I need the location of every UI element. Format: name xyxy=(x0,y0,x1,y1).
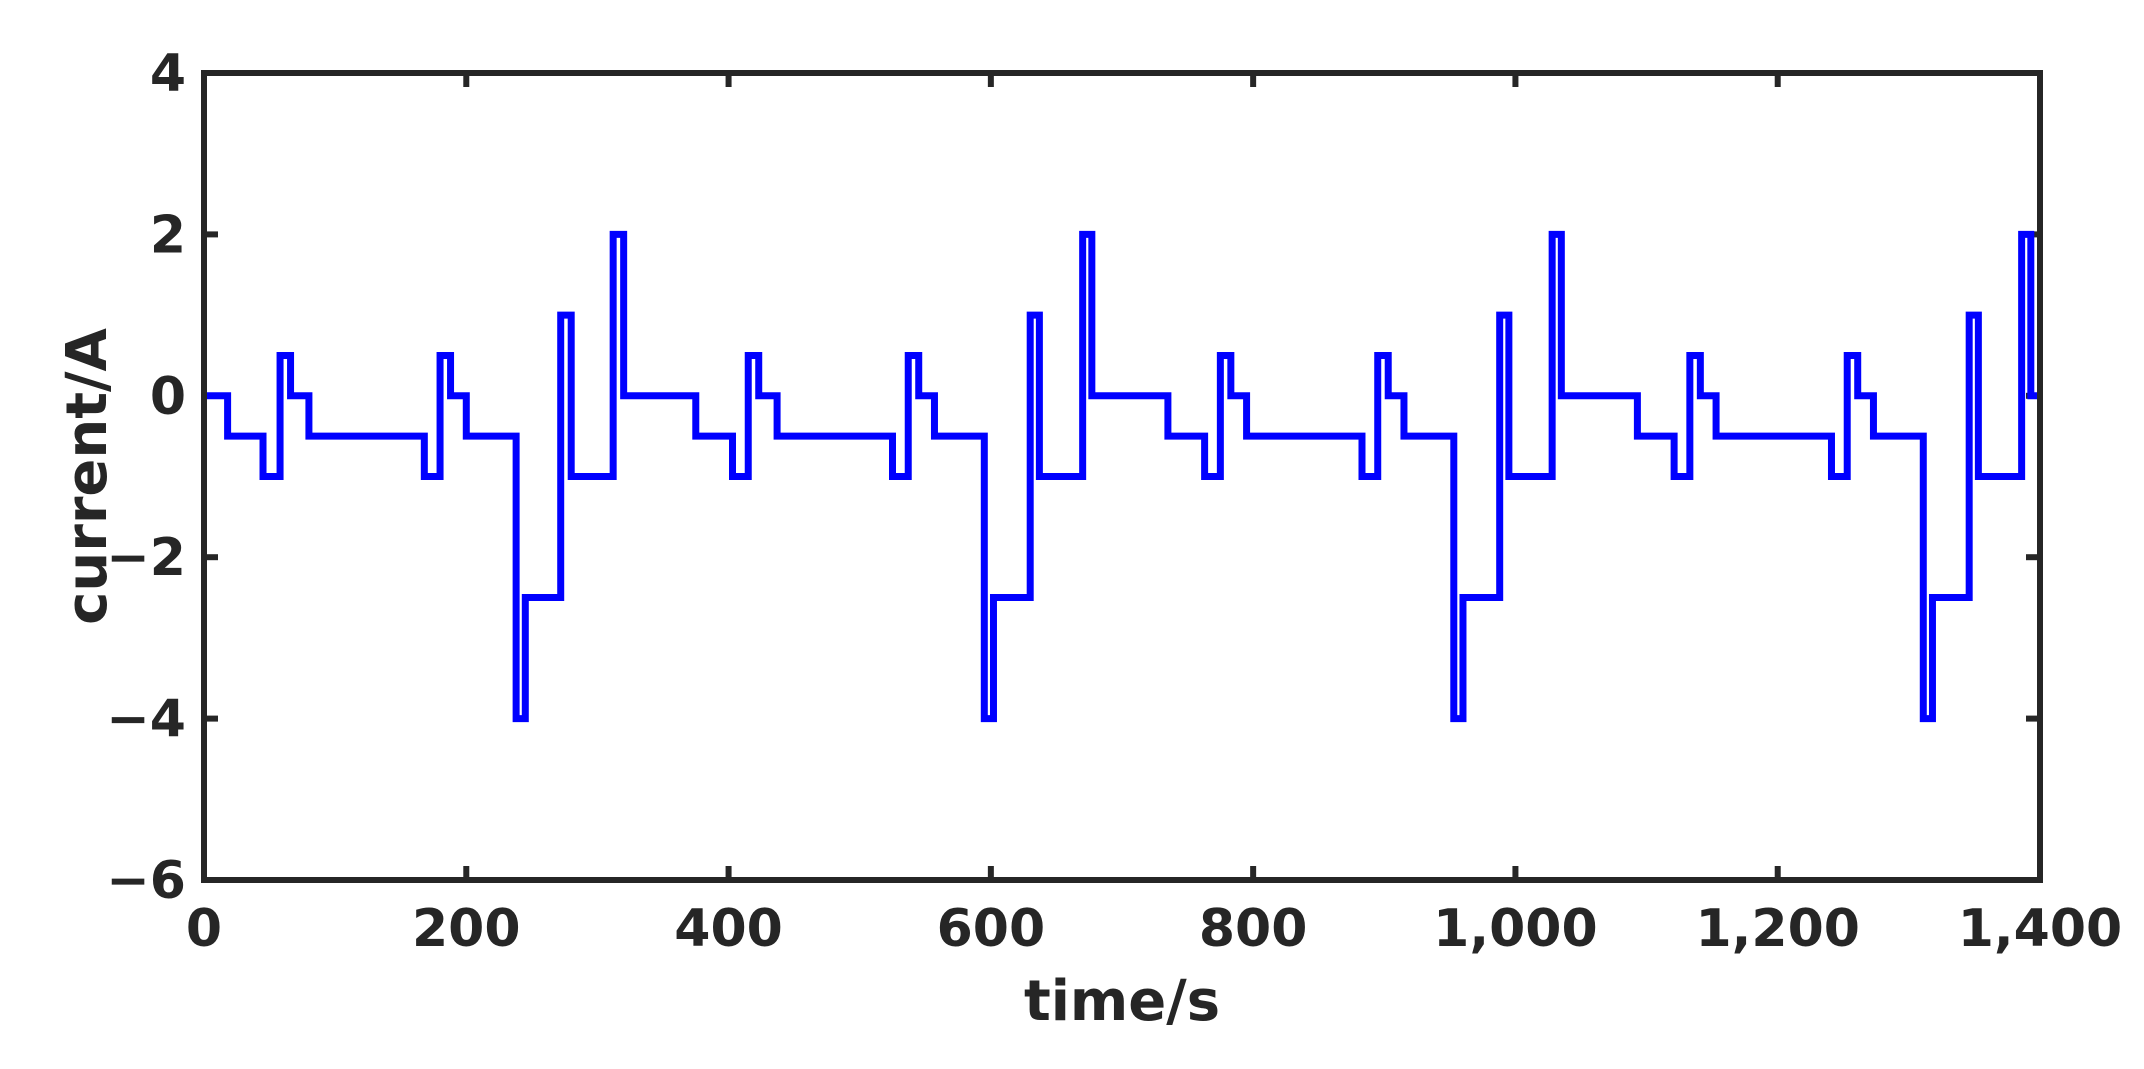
x-tick-label: 600 xyxy=(937,899,1046,959)
current-series-line xyxy=(204,230,2040,723)
x-tick-label: 400 xyxy=(674,899,783,959)
plot-area xyxy=(204,230,2040,723)
y-axis-label: current/A xyxy=(55,327,120,624)
x-tick-label: 800 xyxy=(1199,899,1308,959)
y-tick-label: 2 xyxy=(150,205,186,265)
x-axis-label: time/s xyxy=(1024,969,1220,1034)
tick-labels: 0 200 400 600 800 1,000 1,200 1,400 −6 −4 −2 0 2 4 xyxy=(106,44,2122,959)
x-tick-label: 1,200 xyxy=(1695,899,1859,959)
y-tick-label: 0 xyxy=(150,367,186,427)
axes-frame xyxy=(201,70,2043,883)
y-tick-label: −6 xyxy=(106,851,186,911)
x-tick-label: 0 xyxy=(186,899,222,959)
axis-ticks xyxy=(201,70,2043,883)
y-tick-label: −2 xyxy=(106,528,186,588)
x-tick-label: 1,000 xyxy=(1433,899,1597,959)
y-tick-label: −4 xyxy=(106,690,186,750)
x-tick-label: 1,400 xyxy=(1958,899,2122,959)
x-tick-label: 200 xyxy=(412,899,521,959)
y-tick-label: 4 xyxy=(150,44,186,104)
